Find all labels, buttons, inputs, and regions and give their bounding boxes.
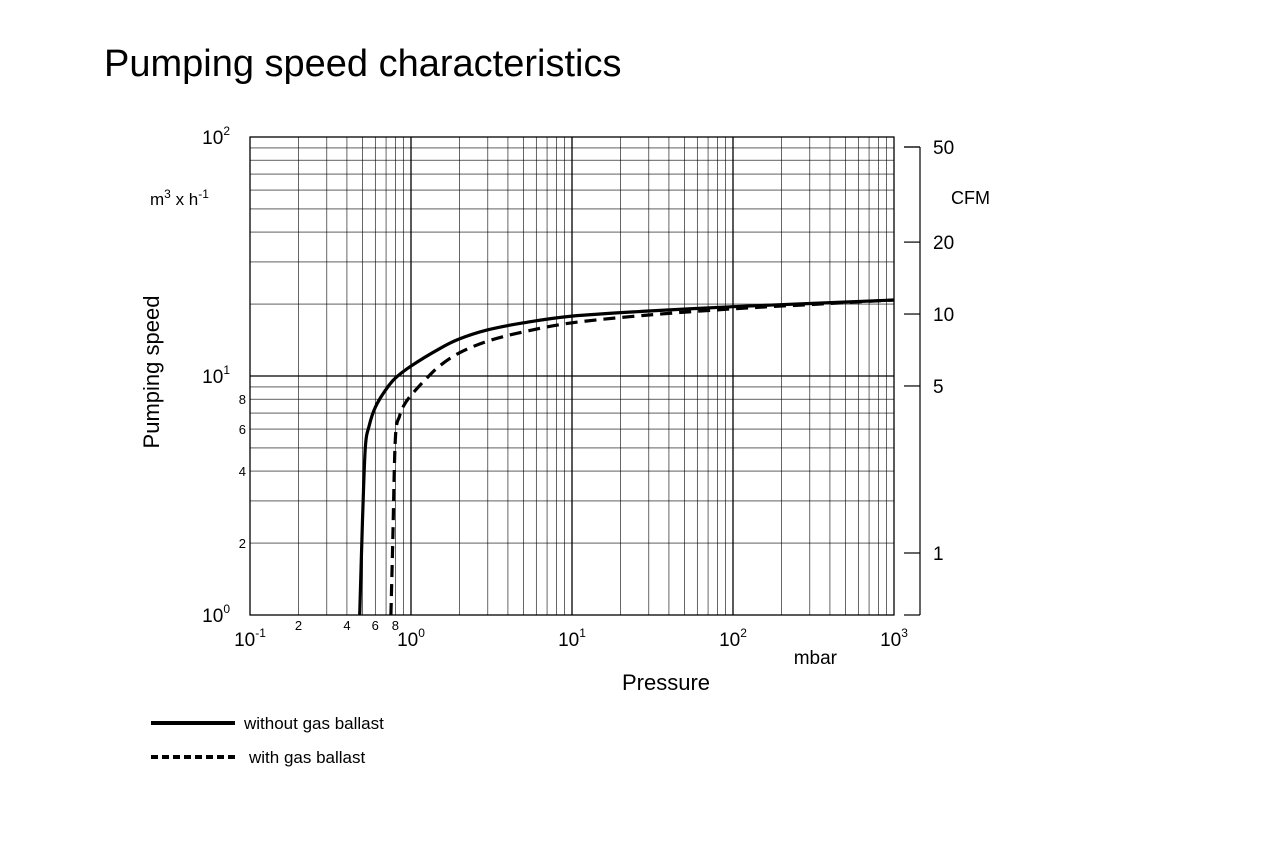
x-tick-label: 100 [397, 626, 425, 651]
x-minor-tick-label: 2 [295, 618, 302, 633]
x-tick-label: 10-1 [234, 626, 266, 651]
grid [250, 137, 894, 615]
cfm-tick-label: 5 [933, 377, 944, 398]
chart-title: Pumping speed characteristics [104, 43, 621, 85]
y-minor-tick-label: 8 [239, 392, 246, 407]
x-unit-label: mbar [794, 648, 838, 669]
cfm-axis: 1 5 10 20 50 [904, 138, 954, 616]
series-line-without-gas-ballast [358, 298, 895, 616]
cfm-tick-label: 20 [933, 233, 954, 254]
legend-label: with gas ballast [248, 748, 366, 767]
x-axis-label: Pressure [622, 670, 710, 695]
y-axis-label: Pumping speed [139, 296, 164, 449]
plot-frame [249, 136, 895, 616]
x-tick-label: 103 [880, 626, 908, 651]
x-minor-tick-label: 4 [343, 618, 350, 633]
x-tick-label: 101 [558, 626, 586, 651]
y-minor-tick-label: 2 [239, 536, 246, 551]
series-lines [358, 298, 895, 616]
x-tick-label: 102 [719, 626, 747, 651]
y-unit-label: m3 x h-1 [150, 187, 209, 209]
x-minor-tick-label: 8 [392, 618, 399, 633]
y-tick-label: 101 [202, 363, 230, 388]
y-axis-ticks: 100 101 102 2 4 6 8 [202, 124, 246, 627]
y-minor-tick-label: 6 [239, 422, 246, 437]
x-minor-tick-label: 6 [372, 618, 379, 633]
x-axis-ticks: 10-1 100 101 102 103 2 4 6 8 [234, 618, 908, 651]
cfm-axis-label: CFM [951, 188, 990, 208]
cfm-tick-label: 1 [933, 544, 944, 565]
series-line-with-gas-ballast [389, 298, 895, 616]
legend: without gas ballast with gas ballast [151, 714, 384, 767]
y-tick-label: 100 [202, 602, 230, 627]
legend-label: without gas ballast [243, 714, 384, 733]
cfm-tick-label: 10 [933, 305, 954, 326]
y-tick-label: 102 [202, 124, 230, 149]
cfm-tick-label: 50 [933, 138, 954, 159]
y-minor-tick-label: 4 [239, 464, 246, 479]
